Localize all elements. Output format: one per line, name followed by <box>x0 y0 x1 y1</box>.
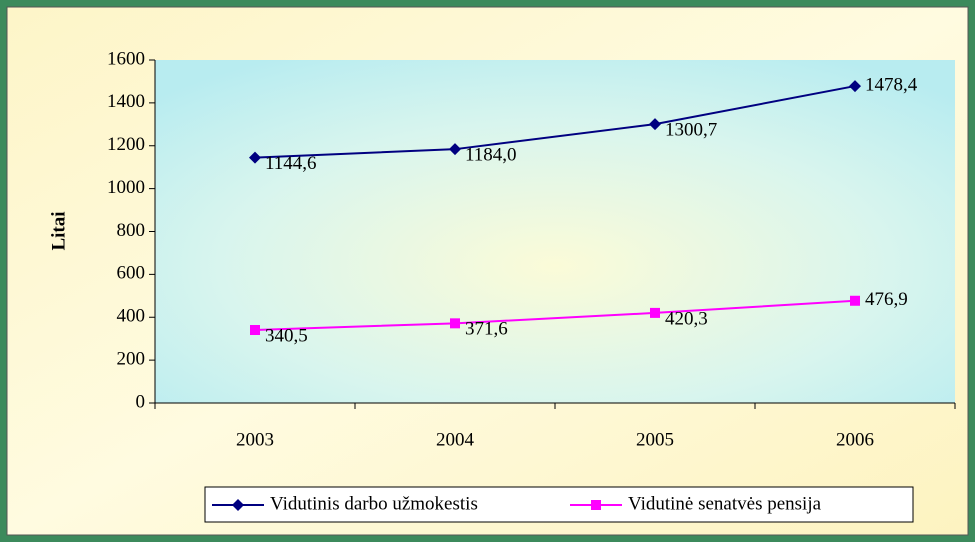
value-label: 476,9 <box>865 289 908 310</box>
legend-label: Vidutinis darbo užmokestis <box>270 493 478 514</box>
series-line <box>254 85 856 159</box>
y-tick-label: 800 <box>117 220 146 241</box>
point <box>650 307 660 318</box>
legend-label: Vidutinė senatvės pensija <box>628 493 822 514</box>
legend-marker <box>591 500 601 510</box>
value-label: 1300,7 <box>665 120 717 141</box>
legend-marker <box>232 499 244 511</box>
value-label: 371,6 <box>465 319 508 340</box>
plot-area <box>155 60 955 403</box>
point <box>249 151 261 164</box>
x-tick-label: 2004 <box>436 429 475 450</box>
value-label: 340,5 <box>265 325 308 346</box>
value-label: 1478,4 <box>865 74 918 95</box>
point <box>850 295 860 306</box>
point <box>250 325 260 336</box>
y-tick-label: 1200 <box>107 134 145 155</box>
legend <box>204 486 914 523</box>
value-label: 1144,6 <box>265 153 317 174</box>
x-tick-label: 2006 <box>836 429 874 450</box>
y-tick-label: 0 <box>136 391 146 412</box>
value-label: 420,3 <box>665 308 708 329</box>
y-tick-label: 600 <box>117 263 146 284</box>
point <box>649 118 661 131</box>
point <box>849 80 861 93</box>
value-label: 1184,0 <box>465 145 517 166</box>
x-tick-label: 2003 <box>236 429 274 450</box>
y-tick-label: 1000 <box>107 177 145 198</box>
y-axis-label: Litai <box>48 211 69 250</box>
y-tick-label: 400 <box>117 306 146 327</box>
series-line <box>254 299 856 332</box>
x-tick-label: 2005 <box>636 429 674 450</box>
point <box>450 318 460 329</box>
y-tick-label: 1600 <box>107 48 145 69</box>
y-tick-label: 200 <box>117 348 146 369</box>
point <box>449 143 461 156</box>
y-tick-label: 1400 <box>107 91 145 112</box>
